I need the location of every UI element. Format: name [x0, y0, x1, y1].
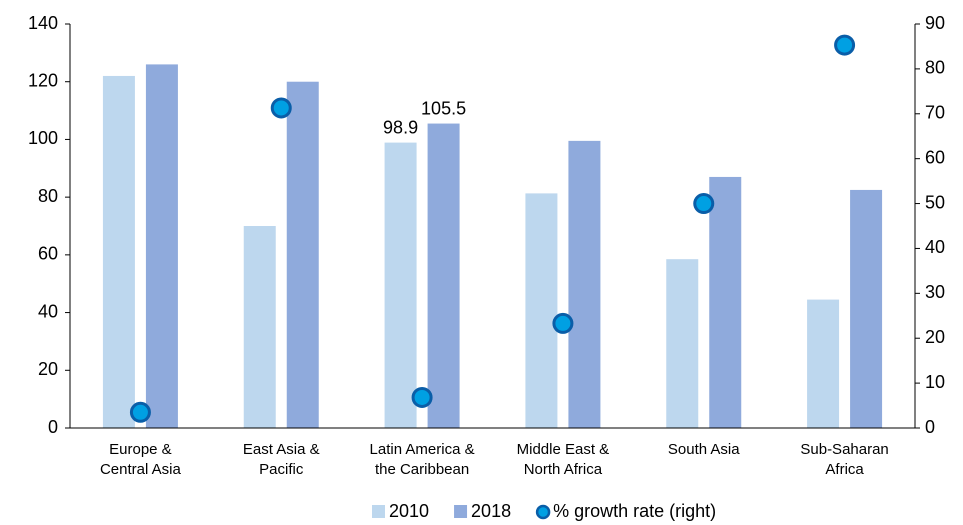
- x-tick-label: South Asia: [668, 441, 740, 458]
- y-tick-label: 40: [38, 301, 58, 321]
- data-label: 98.9: [383, 117, 418, 137]
- bar: [243, 226, 276, 428]
- legend-label: % growth rate (right): [553, 501, 716, 521]
- bar: [102, 75, 135, 428]
- x-tick-line: Middle East &: [517, 441, 610, 458]
- x-tick-line: Central Asia: [100, 461, 182, 478]
- point: [270, 97, 292, 119]
- legend-marker: [535, 504, 551, 520]
- y2-tick-label: 90: [925, 13, 945, 33]
- y2-tick-label: 60: [925, 147, 945, 167]
- x-tick-label: Latin America & the Caribbean: [370, 441, 475, 478]
- x-tick-line: the Caribbean: [375, 461, 469, 478]
- x-tick-line: Pacific: [259, 461, 304, 478]
- x-tick-line: North Africa: [524, 461, 603, 478]
- y2-tick-label: 80: [925, 58, 945, 78]
- point: [411, 386, 433, 408]
- bar: [286, 81, 319, 428]
- x-tick-line: South Asia: [668, 441, 740, 458]
- bar: [145, 64, 178, 429]
- legend-label: 2018: [471, 501, 511, 521]
- legend-label: 2010: [389, 501, 429, 521]
- bar: [850, 189, 883, 428]
- x-tick-label: Europe & Central Asia: [100, 441, 182, 478]
- point: [552, 312, 574, 334]
- point: [129, 401, 151, 423]
- point: [693, 193, 715, 215]
- x-tick-line: Europe &: [109, 441, 172, 458]
- y-tick-label: 60: [38, 244, 58, 264]
- y2-tick-label: 40: [925, 237, 945, 257]
- y2-tick-label: 0: [925, 417, 935, 437]
- y2-tick-label: 30: [925, 282, 945, 302]
- bar: [384, 142, 417, 429]
- x-tick-line: East Asia &: [243, 441, 320, 458]
- y-tick-label: 20: [38, 359, 58, 379]
- point: [834, 34, 856, 56]
- bar: [666, 259, 699, 428]
- legend-marker: [454, 505, 468, 518]
- x-tick-label: Middle East & North Africa: [517, 441, 610, 478]
- bar: [807, 299, 840, 428]
- bar: [709, 176, 742, 428]
- y2-tick-label: 70: [925, 103, 945, 123]
- y2-tick-label: 50: [925, 192, 945, 212]
- x-tick-line: Latin America &: [370, 441, 475, 458]
- x-tick-line: Sub-Saharan: [800, 441, 888, 458]
- y-tick-label: 120: [28, 70, 58, 90]
- y-tick-label: 80: [38, 186, 58, 206]
- y2-tick-label: 10: [925, 372, 945, 392]
- legend-marker: [372, 505, 385, 518]
- bar: [427, 123, 460, 429]
- y-tick-label: 0: [48, 417, 58, 437]
- x-tick-label: Sub-Saharan Africa: [800, 441, 888, 478]
- bar: [568, 140, 601, 428]
- data-label: 105.5: [421, 98, 466, 118]
- bar: [525, 193, 558, 428]
- y-tick-label: 140: [28, 13, 58, 33]
- y2-tick-label: 20: [925, 327, 945, 347]
- x-tick-line: Africa: [825, 461, 864, 478]
- y-tick-label: 100: [28, 128, 58, 148]
- x-tick-label: East Asia & Pacific: [243, 441, 320, 478]
